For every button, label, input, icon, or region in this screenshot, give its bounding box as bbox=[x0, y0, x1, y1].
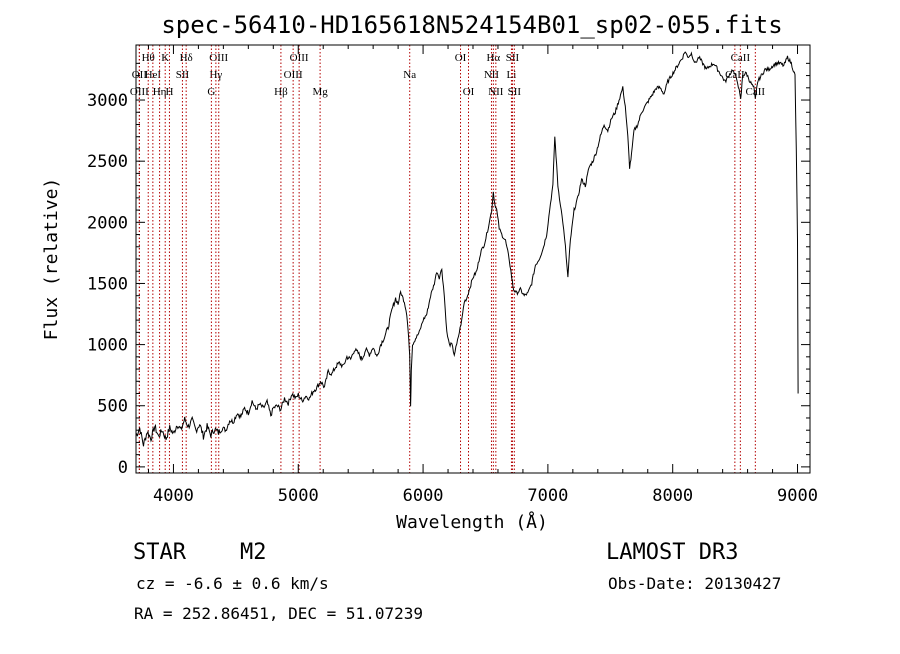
chart-title: spec-56410-HD165618N524154B01_sp02-055.f… bbox=[161, 11, 782, 39]
line-label: NII bbox=[488, 86, 504, 98]
line-label: Mg bbox=[312, 86, 328, 98]
line-label: H bbox=[165, 86, 173, 98]
x-tick-label: 8000 bbox=[652, 486, 693, 506]
spectrum-line bbox=[135, 51, 799, 447]
line-label: CaII bbox=[731, 52, 751, 64]
line-label: Hγ bbox=[209, 69, 222, 81]
line-label: OIII bbox=[290, 52, 309, 64]
line-label: Hα bbox=[486, 52, 500, 64]
y-axis-label: Flux (relative) bbox=[41, 178, 62, 341]
x-axis: 4000 5000 6000 7000 8000 9000 bbox=[147, 45, 818, 506]
line-label: Li bbox=[507, 69, 517, 81]
y-tick-label: 1500 bbox=[87, 274, 128, 294]
line-label: OIII bbox=[130, 86, 149, 98]
line-label: NII bbox=[484, 69, 500, 81]
survey-name: LAMOST DR3 bbox=[606, 540, 738, 565]
x-tick-label: 9000 bbox=[777, 486, 818, 506]
y-tick-label: 2000 bbox=[87, 213, 128, 233]
line-label: OI bbox=[455, 52, 467, 64]
observation-date: Obs-Date: 20130427 bbox=[608, 574, 781, 593]
line-label: K bbox=[161, 52, 169, 64]
y-tick-label: 3000 bbox=[87, 91, 128, 111]
line-label: CaII bbox=[746, 86, 766, 98]
object-subclass: M2 bbox=[240, 540, 267, 565]
line-label: OIII bbox=[209, 52, 228, 64]
y-tick-label: 2500 bbox=[87, 152, 128, 172]
line-label: Hθ bbox=[142, 52, 155, 64]
x-tick-label: 7000 bbox=[527, 486, 568, 506]
line-label: Hδ bbox=[180, 52, 193, 64]
line-label: SII bbox=[508, 86, 522, 98]
line-label: OI bbox=[463, 86, 475, 98]
redshift-cz: cz = -6.6 ± 0.6 km/s bbox=[136, 574, 329, 593]
x-tick-label: 5000 bbox=[278, 486, 319, 506]
line-label: HeI bbox=[145, 69, 162, 81]
line-label: OIII bbox=[284, 69, 303, 81]
y-axis: 0 500 1000 1500 2000 2500 3000 bbox=[87, 62, 810, 478]
line-label: SII bbox=[506, 52, 520, 64]
object-class: STAR bbox=[133, 540, 187, 565]
line-label: G bbox=[207, 86, 215, 98]
line-label: SII bbox=[176, 69, 190, 81]
line-label: Hη bbox=[153, 86, 167, 98]
x-axis-label: Wavelength (Å) bbox=[396, 511, 548, 533]
spectrum-series bbox=[135, 51, 799, 447]
line-label: Hβ bbox=[274, 86, 288, 98]
line-label: Na bbox=[403, 69, 416, 81]
y-tick-label: 500 bbox=[97, 397, 128, 417]
y-tick-label: 0 bbox=[118, 458, 128, 478]
plot-frame bbox=[135, 44, 811, 474]
x-tick-label: 4000 bbox=[153, 486, 194, 506]
coordinates: RA = 252.86451, DEC = 51.07239 bbox=[134, 604, 423, 623]
x-tick-label: 6000 bbox=[403, 486, 444, 506]
y-tick-label: 1000 bbox=[87, 336, 128, 356]
